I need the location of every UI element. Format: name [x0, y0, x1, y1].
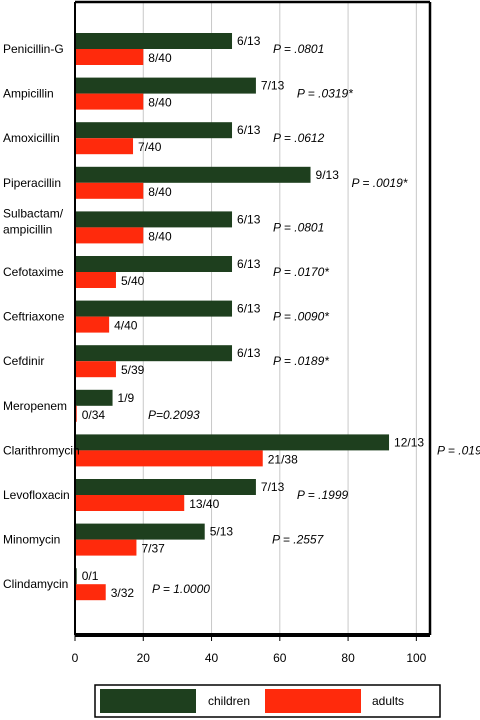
p-value-label: P = .0019* — [352, 176, 408, 190]
children-count-label: 0/1 — [82, 569, 99, 583]
bar-adults — [75, 495, 185, 511]
p-value-label: P = .0801 — [273, 220, 324, 234]
p-value-label: P = .1999 — [297, 488, 349, 502]
category-label: Piperacillin — [3, 176, 61, 190]
children-count-label: 5/13 — [210, 525, 234, 539]
children-count-label: 6/13 — [237, 346, 261, 360]
bar-children — [75, 300, 233, 317]
adults-count-label: 0/34 — [82, 408, 106, 422]
adults-count-label: 7/40 — [138, 140, 162, 154]
adults-count-label: 8/40 — [148, 229, 172, 243]
category-label: Minomycin — [3, 533, 60, 547]
p-value-label: P = .0193* — [437, 443, 480, 457]
category-label: Ceftriaxone — [3, 310, 65, 324]
bar-children — [75, 479, 256, 495]
adults-count-label: 8/40 — [148, 96, 172, 110]
bar-children — [75, 256, 233, 272]
bar-adults — [75, 227, 144, 244]
p-value-label: P = .0189* — [273, 354, 329, 368]
category-label: Sulbactam/ — [3, 206, 64, 220]
p-value-label: P = .0170* — [273, 265, 329, 279]
bar-children — [75, 523, 205, 540]
x-tick-label-60: 60 — [273, 651, 287, 665]
adults-count-label: 5/39 — [121, 363, 145, 377]
x-tick-label-0: 0 — [72, 651, 79, 665]
adults-count-label: 8/40 — [148, 185, 172, 199]
bar-children — [75, 211, 233, 228]
children-count-label: 6/13 — [237, 123, 261, 137]
children-count-label: 6/13 — [237, 257, 261, 271]
x-tick-label-40: 40 — [205, 651, 219, 665]
adults-count-label: 13/40 — [189, 497, 219, 511]
children-count-label: 6/13 — [237, 302, 261, 316]
bar-children — [75, 345, 233, 362]
legend-swatch-children — [100, 689, 196, 713]
p-value-label: P = .0801 — [273, 42, 324, 56]
category-label: Penicillin-G — [3, 42, 64, 56]
x-tick-label-80: 80 — [341, 651, 355, 665]
bar-children — [75, 389, 113, 406]
legend: children adults — [94, 684, 441, 718]
bar-adults — [75, 539, 137, 556]
adults-count-label: 7/37 — [141, 542, 165, 556]
bar-children — [75, 77, 256, 94]
children-count-label: 9/13 — [316, 168, 340, 182]
p-value-label: P = 1.0000 — [152, 582, 210, 596]
p-value-label: P = .0319* — [297, 87, 353, 101]
x-tick-label-20: 20 — [137, 651, 151, 665]
category-label: Clarithromycin — [3, 443, 80, 457]
bar-adults — [75, 316, 110, 333]
x-tick-label-100: 100 — [406, 651, 426, 665]
children-count-label: 6/13 — [237, 212, 261, 226]
bar-children — [75, 434, 390, 451]
bar-adults — [75, 49, 144, 65]
bar-adults — [75, 450, 263, 467]
bar-adults — [75, 182, 144, 199]
bar-adults — [75, 361, 116, 378]
category-label: Amoxicillin — [3, 131, 60, 145]
children-count-label: 1/9 — [118, 391, 135, 405]
bar-adults — [75, 584, 106, 601]
category-label: Ampicillin — [3, 87, 54, 101]
legend-label-children: children — [208, 694, 250, 708]
category-label: Meropenem — [3, 399, 67, 413]
p-value-label: P=0.2093 — [148, 408, 200, 422]
legend-label-adults: adults — [372, 694, 404, 708]
category-label: Levofloxacin — [3, 488, 70, 502]
bar-adults — [75, 93, 144, 110]
category-label: Cefotaxime — [3, 265, 64, 279]
children-count-label: 7/13 — [261, 79, 285, 93]
labels: Penicillin-G 6/13 8/40 P = .0801 Ampicillin 7… — [3, 34, 480, 600]
bars — [75, 33, 390, 601]
adults-count-label: 3/32 — [111, 586, 135, 600]
p-value-label: P = .0612 — [273, 131, 325, 145]
bar-children — [75, 33, 233, 49]
bar-children — [75, 122, 233, 139]
bar-children — [75, 166, 311, 183]
adults-count-label: 4/40 — [114, 319, 138, 333]
axes: 0 20 40 60 80 100 — [72, 0, 432, 665]
category-label: Clindamycin — [3, 577, 68, 591]
adults-count-label: 5/40 — [121, 274, 145, 288]
adults-count-label: 21/38 — [268, 452, 298, 466]
category-label: Cefdinir — [3, 354, 44, 368]
adults-count-label: 8/40 — [148, 51, 172, 65]
children-count-label: 7/13 — [261, 480, 285, 494]
legend-swatch-adults — [265, 689, 361, 713]
bar-adults — [75, 138, 134, 155]
bar-adults — [75, 272, 116, 288]
children-count-label: 6/13 — [237, 34, 261, 48]
p-value-label: P = .2557 — [272, 533, 325, 547]
p-value-label: P = .0090* — [273, 310, 329, 324]
children-count-label: 12/13 — [394, 435, 424, 449]
category-label: ampicillin — [3, 222, 52, 236]
